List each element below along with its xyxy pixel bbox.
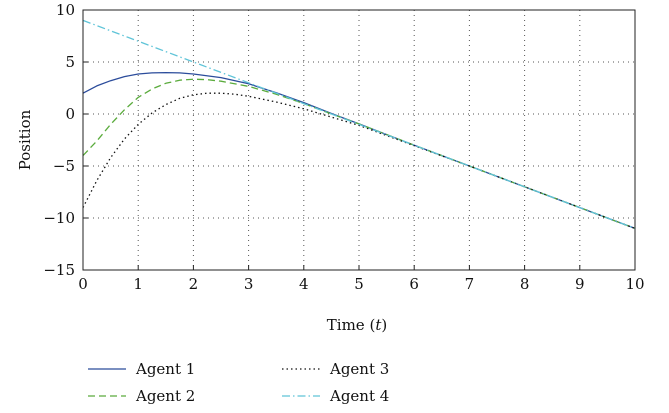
x-tick-label: 2 [189,275,199,293]
y-tick-label: −5 [53,157,75,175]
legend: Agent 1 Agent 2 Agent 3 Agent 4 [88,360,389,405]
y-tick-label: 5 [65,53,75,71]
x-axis-label-suffix: ) [381,316,387,334]
legend-label: Agent 1 [135,360,195,378]
y-axis-label: Position [16,109,34,170]
x-tick-label: 7 [465,275,475,293]
y-tick-label: 10 [56,1,75,19]
legend-label: Agent 2 [135,387,195,405]
x-tick-label: 0 [78,275,88,293]
x-axis-label-variable: t [375,316,382,334]
axis-ticks: 0 1 2 3 4 5 6 7 8 9 10 −15 −10 −5 0 5 10 [43,1,644,293]
legend-label: Agent 4 [329,387,389,405]
y-tick-label: −10 [43,209,75,227]
x-tick-label: 6 [409,275,419,293]
legend-label: Agent 3 [329,360,389,378]
x-tick-label: 3 [244,275,254,293]
series-line-agent-3 [82,92,636,230]
x-tick-label: 1 [133,275,143,293]
x-tick-label: 8 [520,275,530,293]
grid [83,10,635,270]
x-axis-label-prefix: Time ( [327,316,376,334]
y-tick-label: 0 [65,105,75,123]
x-axis-label: Time (t) [327,316,387,334]
x-tick-label: 9 [575,275,585,293]
series-lines [82,19,636,230]
y-tick-label: −15 [43,261,75,279]
series-line-agent-2 [82,78,636,230]
x-tick-label: 10 [625,275,644,293]
x-tick-label: 5 [354,275,364,293]
x-tick-label: 4 [299,275,309,293]
series-line-agent-4 [82,19,636,230]
